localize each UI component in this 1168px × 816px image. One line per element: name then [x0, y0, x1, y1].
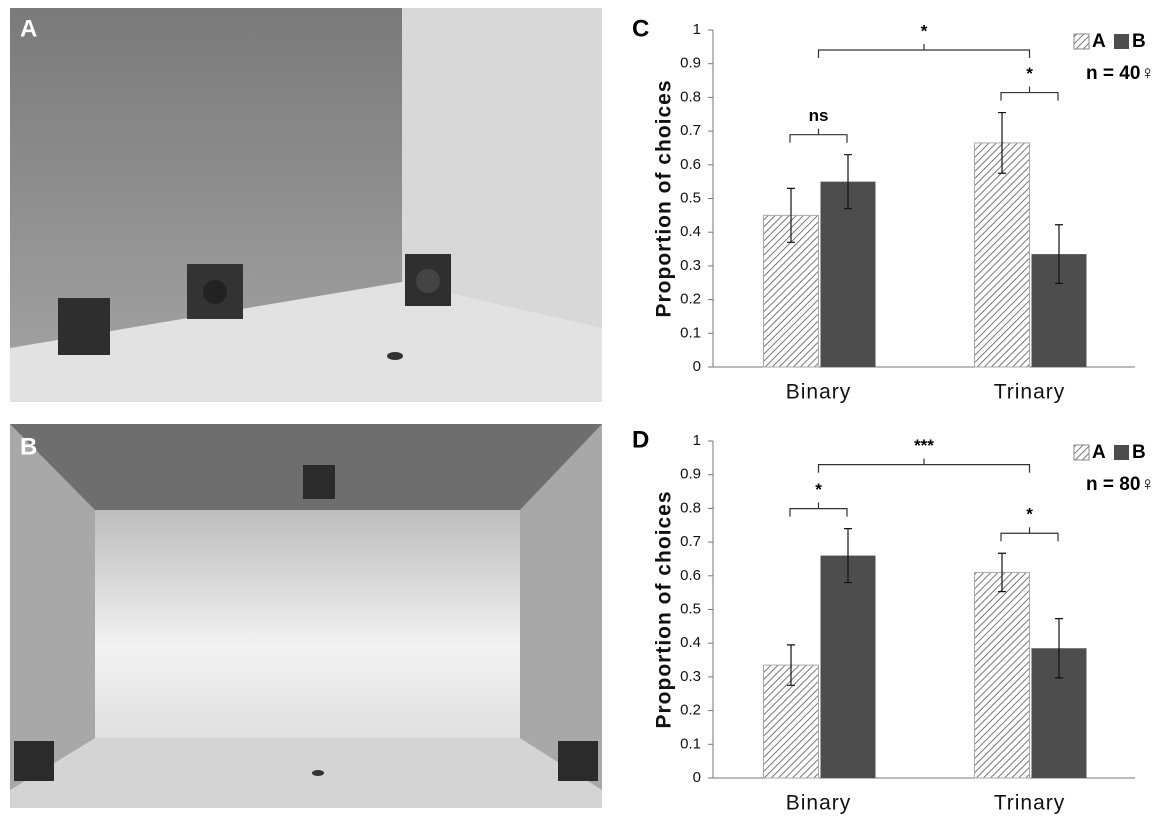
x-tick-label: Trinary: [994, 792, 1066, 815]
y-tick-label: 0.8: [680, 88, 701, 105]
y-tick-label: 0.8: [680, 499, 701, 516]
y-tick-label: 0.3: [680, 257, 701, 274]
y-tick-label: 0.2: [680, 291, 701, 308]
panel-label: D: [632, 426, 649, 453]
bracket: [1001, 527, 1058, 541]
y-tick-label: 0: [693, 769, 701, 786]
y-axis-label: Proportion of choices: [653, 490, 676, 728]
legend-note: n = 40♀: [1086, 63, 1155, 84]
y-tick-label: 0.5: [680, 189, 701, 206]
legend-note: n = 80♀: [1086, 474, 1155, 495]
scene-a: A: [10, 8, 602, 402]
bracket: [790, 129, 847, 143]
legend-label: A: [1092, 31, 1106, 52]
y-tick-label: 1: [693, 21, 701, 38]
y-axis-label: Proportion of choices: [653, 79, 676, 317]
bracket: [819, 459, 1030, 473]
y-tick-label: 0.6: [680, 156, 701, 173]
bracket: [819, 44, 1030, 58]
annotation: ***: [914, 436, 934, 455]
bar: [821, 182, 876, 367]
y-tick-label: 0.1: [680, 324, 701, 341]
scene-b: B: [10, 424, 602, 808]
y-tick-label: 0.9: [680, 55, 701, 72]
bar: [821, 556, 876, 778]
y-tick-label: 1: [693, 432, 701, 449]
legend-label: B: [1132, 31, 1146, 52]
annotation: *: [815, 480, 822, 499]
annotation: ns: [809, 106, 829, 125]
legend-label: A: [1092, 442, 1106, 463]
y-tick-label: 0.7: [680, 533, 701, 550]
y-tick-label: 0.9: [680, 466, 701, 483]
panel-label: C: [632, 15, 649, 42]
y-tick-label: 0.6: [680, 567, 701, 584]
y-tick-label: 0.4: [680, 634, 701, 651]
bar: [975, 143, 1030, 367]
y-tick-label: 0.4: [680, 223, 701, 240]
image-label: B: [20, 433, 37, 460]
legend-swatch: [1114, 445, 1129, 460]
legend-swatch: [1114, 34, 1129, 49]
bracket: [790, 503, 847, 517]
y-tick-label: 0: [693, 358, 701, 375]
y-tick-label: 0.7: [680, 122, 701, 139]
x-tick-label: Binary: [786, 792, 852, 815]
y-tick-label: 0.1: [680, 735, 701, 752]
legend-label: B: [1132, 442, 1146, 463]
bar: [975, 572, 1030, 778]
image-label: A: [20, 15, 37, 42]
legend-swatch: [1074, 445, 1089, 460]
annotation: *: [921, 21, 928, 40]
x-tick-label: Trinary: [994, 381, 1066, 404]
x-tick-label: Binary: [786, 381, 852, 404]
y-tick-label: 0.5: [680, 600, 701, 617]
bracket: [1001, 87, 1058, 101]
annotation: *: [1026, 64, 1033, 83]
legend-swatch: [1074, 34, 1089, 49]
page: A B C Proportion of choices 0 0.1 0.2 0.3 0.4 0…: [0, 0, 1168, 816]
annotation: *: [1026, 505, 1033, 524]
y-tick-label: 0.2: [680, 702, 701, 719]
figure: A B C Proportion of choices 0 0.1 0.2 0.3 0.4 0…: [0, 0, 1168, 816]
y-tick-label: 0.3: [680, 668, 701, 685]
